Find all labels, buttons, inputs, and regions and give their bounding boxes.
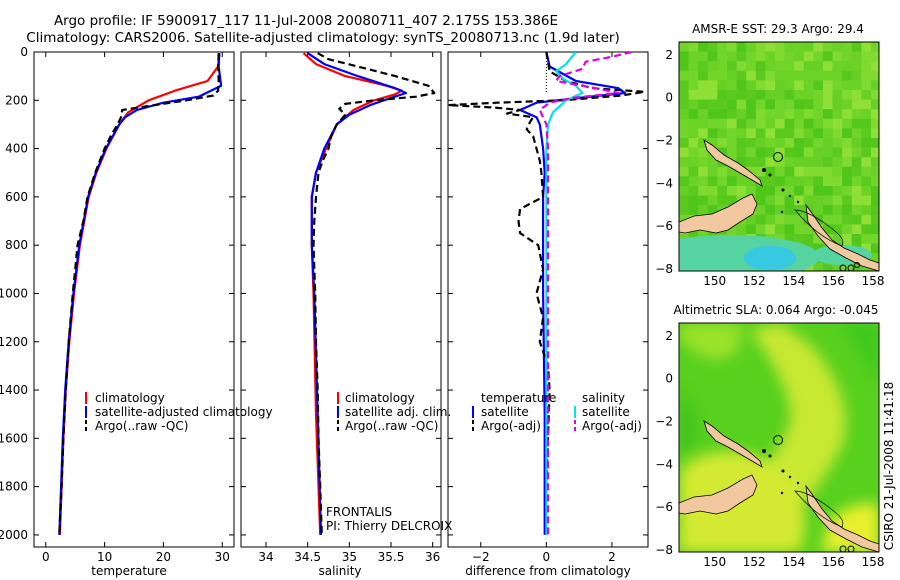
map-x-tick-label: 156 <box>822 274 845 288</box>
x-tick-label: 30 <box>215 550 230 564</box>
x-tick-label: 35 <box>342 550 357 564</box>
map-y-tick-label: −8 <box>655 262 673 276</box>
diff-legend-salinity-header: salinity <box>582 391 625 405</box>
map-y-tick-label: −2 <box>655 133 673 147</box>
y-tick-label: 1400 <box>0 383 28 397</box>
figure-title-line1: Argo profile: IF 5900917_117 11-Jul-2008… <box>54 13 558 29</box>
map-y-tick-label: 0 <box>665 91 673 105</box>
sal-legend-satellite: satellite adj. clim. <box>345 405 451 419</box>
series-argo-raw-qc- <box>312 52 436 535</box>
sal-legend-argo: Argo(..raw -QC) <box>345 419 438 433</box>
map-x-tick-label: 152 <box>743 555 766 569</box>
temperature-legend: climatology satellite-adjusted climatolo… <box>85 391 273 433</box>
difference-legend: temperature salinity satellite Argo(-adj… <box>472 391 642 433</box>
y-tick-label: 1200 <box>0 335 28 349</box>
sst-map-title: AMSR-E SST: 29.3 Argo: 29.4 <box>692 22 864 36</box>
new-britain-land <box>805 203 879 271</box>
map-x-tick-label: 158 <box>862 274 885 288</box>
difference-xlabel: difference from climatology <box>465 564 631 578</box>
map-y-tick-label: −6 <box>655 219 673 233</box>
x-tick-label: 0 <box>42 550 50 564</box>
map-y-tick-label: −8 <box>655 543 673 557</box>
x-tick-label: 34.5 <box>294 550 321 564</box>
pi-name: PI: Thierry DELCROIX <box>326 519 452 533</box>
diff-legend-temperature-header: temperature <box>481 391 556 405</box>
y-tick-label: 400 <box>5 142 28 156</box>
new-ireland-land <box>703 139 763 187</box>
figure-title-line2: Climatology: CARS2006. Satellite-adjuste… <box>26 30 619 46</box>
csiro-credit: CSIRO 21-Jul-2008 11:41:18 <box>882 382 896 550</box>
y-tick-label: 1000 <box>0 286 28 300</box>
x-tick-label: 35.5 <box>378 550 405 564</box>
map-x-tick-label: 156 <box>822 555 845 569</box>
program-name: FRONTALIS <box>326 505 392 519</box>
map-y-tick-label: −2 <box>655 414 673 428</box>
legend-satellite-adjusted: satellite-adjusted climatology <box>95 405 273 419</box>
legend-climatology: climatology <box>95 391 165 405</box>
series-argo-raw-qc- <box>58 53 220 535</box>
temperature-axes <box>33 51 235 548</box>
y-tick-label: 600 <box>5 190 28 204</box>
series-temperature-satellite <box>518 52 627 535</box>
sla-map-axes <box>678 322 880 553</box>
argo-float-marker-sla <box>773 435 783 445</box>
sla-map-title: Altimetric SLA: 0.064 Argo: -0.045 <box>673 303 878 317</box>
map-x-tick-label: 152 <box>743 274 766 288</box>
map-y-tick-label: 2 <box>665 329 673 343</box>
diff-legend-temp-argo: Argo(-adj) <box>481 419 541 433</box>
series-satellite-adj-clim- <box>307 52 408 535</box>
x-tick-label: 34 <box>258 550 273 564</box>
salinity-legend: climatology satellite adj. clim. Argo(..… <box>337 391 451 433</box>
y-tick-label: 1600 <box>0 431 28 445</box>
y-tick-label: 800 <box>5 238 28 252</box>
map-y-tick-label: −4 <box>655 176 673 190</box>
new-guinea-land <box>679 193 758 234</box>
y-tick-label: 1800 <box>0 480 28 494</box>
y-tick-label: 2000 <box>0 528 28 542</box>
y-tick-label: 0 <box>20 45 28 59</box>
x-tick-label: −2 <box>472 550 490 564</box>
argo-float-marker-sst <box>773 152 783 162</box>
x-tick-label: 10 <box>97 550 112 564</box>
series-temperature-argo-adj- <box>448 52 646 535</box>
map-y-tick-label: 0 <box>665 372 673 386</box>
x-tick-label: 36 <box>425 550 440 564</box>
sst-map-axes <box>678 41 880 272</box>
series-salinity-argo-adj- <box>538 52 632 535</box>
x-tick-label: 2 <box>608 550 616 564</box>
map-x-tick-label: 150 <box>703 555 726 569</box>
map-y-tick-label: −4 <box>655 457 673 471</box>
x-tick-label: 0 <box>543 550 551 564</box>
salinity-axes <box>240 51 442 548</box>
temperature-xlabel: temperature <box>91 564 166 578</box>
salinity-xlabel: salinity <box>318 564 361 578</box>
map-x-tick-label: 150 <box>703 274 726 288</box>
map-x-tick-label: 158 <box>862 555 885 569</box>
map-y-tick-label: −6 <box>655 500 673 514</box>
x-tick-label: 20 <box>156 550 171 564</box>
diff-legend-temp-satellite: satellite <box>481 405 529 419</box>
map-x-tick-label: 154 <box>782 555 805 569</box>
diff-legend-sal-argo: Argo(-adj) <box>582 419 642 433</box>
sal-legend-climatology: climatology <box>345 391 415 405</box>
y-tick-label: 200 <box>5 93 28 107</box>
map-y-tick-label: 2 <box>665 48 673 62</box>
diff-legend-sal-satellite: satellite <box>582 405 630 419</box>
map-x-tick-label: 154 <box>782 274 805 288</box>
legend-argo: Argo(..raw -QC) <box>95 419 188 433</box>
